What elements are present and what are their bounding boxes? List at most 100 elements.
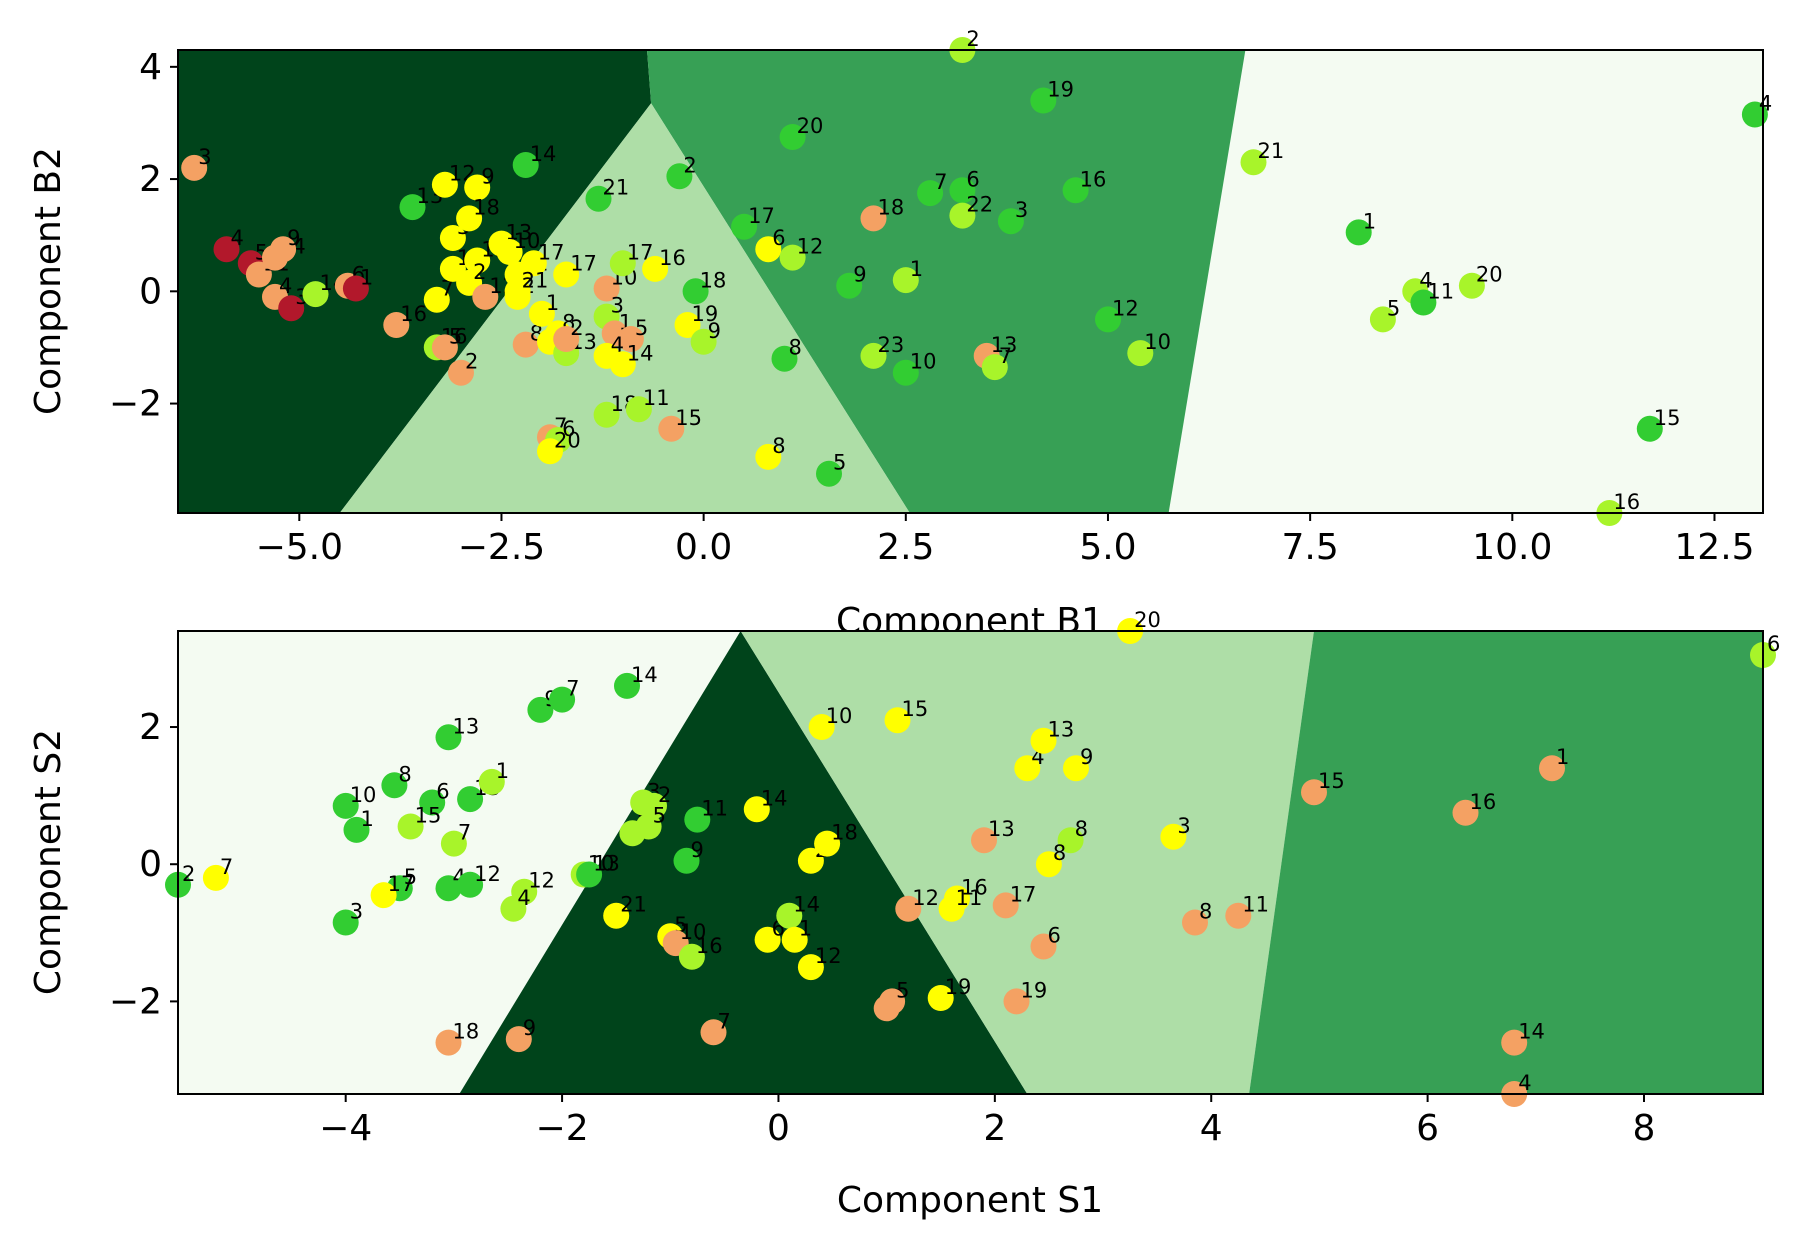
point-label: 4 (1419, 268, 1432, 292)
point-label: 22 (966, 193, 993, 217)
scatter-point (755, 236, 782, 263)
point-label: 21 (603, 176, 630, 200)
scatter-point (370, 882, 397, 909)
point-label: 14 (631, 663, 658, 687)
scatter-point (576, 861, 603, 888)
scatter-point (332, 909, 359, 936)
point-label: 4 (1518, 1071, 1531, 1095)
scatter-point (895, 895, 922, 922)
x-tick-label: −2 (536, 1108, 589, 1149)
scatter-point (439, 225, 466, 251)
point-label: 19 (1021, 978, 1048, 1002)
point-label: 5 (449, 324, 462, 348)
point-label: 8 (1199, 900, 1212, 924)
scatter-point (419, 789, 446, 816)
scatter-point (1369, 306, 1396, 333)
point-label: 11 (643, 386, 670, 410)
point-label: 20 (1134, 608, 1161, 632)
point-label: 8 (772, 434, 785, 458)
x-axis-ticks: −5.0 −2.5 0.0 2.5 5.0 7.5 10.0 12.5 (256, 513, 1755, 568)
scatter-point (635, 813, 662, 840)
scatter-point (302, 281, 329, 308)
point-label: 1 (1556, 745, 1569, 769)
scatter-point (181, 154, 208, 181)
scatter-point (1539, 755, 1565, 782)
decision-region (459, 631, 1028, 1094)
scatter-point (797, 954, 824, 981)
scatter-point (496, 239, 523, 265)
axes-frame (177, 49, 1764, 514)
y-tick-label: 0 (139, 271, 162, 312)
scatter-point (731, 213, 758, 240)
scatter-point (892, 359, 919, 386)
scatter-point (1225, 902, 1252, 929)
scatter-point (609, 250, 636, 277)
point-label: 3 (1177, 814, 1190, 838)
point-label: 7 (934, 170, 947, 194)
scatter-point (1182, 909, 1208, 936)
scatter-point (673, 847, 700, 874)
point-label: 17 (388, 872, 415, 896)
point-label: 23 (878, 333, 905, 357)
scatter-point (743, 796, 770, 823)
scatter-point (860, 342, 887, 369)
point-label: 19 (1047, 78, 1074, 102)
point-label: 10 (350, 783, 377, 807)
scatter-point (836, 272, 863, 299)
scatter-point (448, 359, 474, 386)
scatter-point (397, 813, 424, 840)
point-label: 14 (1518, 1020, 1545, 1044)
point-label: 16 (1080, 167, 1107, 191)
x-tick-label: 2.5 (877, 527, 934, 568)
scatter-point (332, 792, 359, 819)
point-label: 21 (522, 268, 549, 292)
point-label: 13 (593, 852, 620, 876)
point-label: 4 (611, 333, 624, 357)
scatter-point (537, 438, 563, 465)
scatter-point (593, 275, 620, 302)
x-tick-label: 8 (1633, 1108, 1656, 1149)
scatter-point (814, 830, 841, 857)
scatter-point (1301, 779, 1327, 806)
scatter-point (504, 278, 531, 305)
point-label: 17 (748, 204, 775, 228)
point-label: 5 (833, 451, 846, 475)
scatter-point (381, 772, 408, 799)
point-label: 7 (220, 855, 233, 879)
scatter-point (755, 443, 782, 470)
point-label: 4 (231, 226, 244, 250)
point-label: 2 (473, 260, 486, 284)
point-label: 5 (404, 865, 417, 889)
point-label: 3 (350, 900, 363, 924)
scatter-point (213, 236, 240, 263)
y-tick-label: −2 (109, 384, 162, 425)
point-label: 5 (635, 316, 648, 340)
scatter-point (684, 806, 711, 833)
point-label: 10 (514, 229, 541, 253)
scatter-point (949, 177, 976, 204)
x-tick-label: 0 (767, 1108, 790, 1149)
point-label: 2 (966, 27, 979, 51)
x-tick-label: 7.5 (1282, 527, 1339, 568)
y-axis-label: Component S2 (28, 729, 69, 995)
scatter-point (808, 714, 835, 740)
point-label: 4 (279, 274, 292, 298)
scatter-point (1062, 177, 1089, 204)
scatter-point (1160, 823, 1187, 850)
point-label: 11 (1242, 893, 1269, 917)
scatter-point (625, 396, 652, 423)
scatter-point (1127, 340, 1154, 367)
scatter-point (938, 895, 965, 922)
point-label: 7 (458, 821, 471, 845)
x-tick-label: −4 (319, 1108, 372, 1149)
point-label: 4 (517, 886, 530, 910)
scatter-point (435, 1029, 462, 1056)
point-label: 12 (528, 869, 555, 893)
point-label: 3 (1015, 198, 1028, 222)
scatter-point (992, 892, 1019, 919)
scatter-point (1035, 851, 1062, 878)
scatter-point (431, 171, 458, 198)
x-tick-label: 10.0 (1472, 527, 1552, 568)
scatter-point (1240, 149, 1267, 176)
scatter-point (678, 943, 705, 970)
